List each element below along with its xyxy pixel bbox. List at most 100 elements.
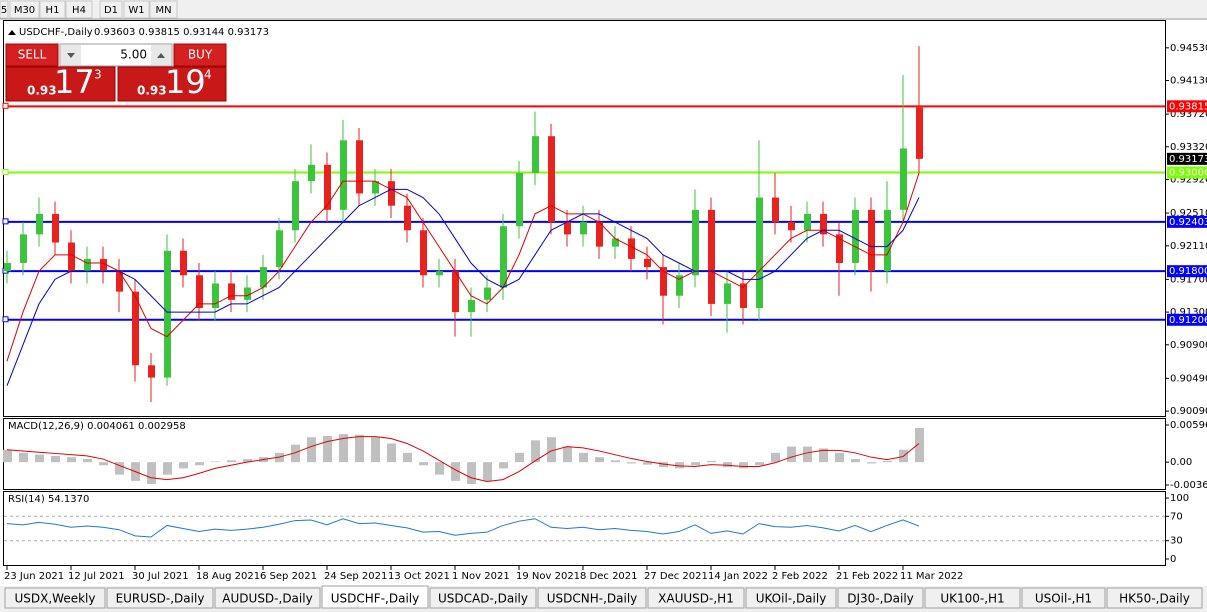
macd-bar bbox=[483, 462, 492, 481]
x-tick-label: 27 Dec 2021 bbox=[644, 571, 708, 582]
trade-panel: SELL 5.00 BUY 0.93 17 3 0.93 19 4 bbox=[5, 43, 227, 102]
candle-body bbox=[516, 173, 523, 227]
tab[interactable] bbox=[214, 587, 321, 609]
last-price-label: 0.93173 bbox=[1169, 154, 1207, 165]
candle-body bbox=[308, 164, 315, 182]
tab-label: XAUUSD-,H1 bbox=[658, 592, 734, 606]
moving-average bbox=[6, 188, 920, 386]
level-handle[interactable] bbox=[2, 102, 9, 109]
tab[interactable] bbox=[4, 587, 106, 609]
x-tick-label: 11 Mar 2022 bbox=[900, 571, 963, 582]
sell-price-box[interactable] bbox=[5, 66, 116, 102]
tab[interactable] bbox=[745, 587, 837, 609]
level-label-bg bbox=[1167, 265, 1207, 278]
level-handle[interactable] bbox=[2, 316, 9, 323]
sell-button[interactable] bbox=[5, 43, 59, 67]
volume-box[interactable] bbox=[59, 43, 173, 67]
macd-bar bbox=[867, 462, 876, 464]
candle-body bbox=[4, 263, 11, 272]
candle-body bbox=[68, 242, 75, 272]
candle-body bbox=[292, 181, 299, 231]
macd-bar bbox=[835, 452, 844, 463]
candle-body bbox=[404, 205, 411, 231]
tab[interactable] bbox=[1021, 587, 1106, 609]
y-tick-label: 30 bbox=[1170, 536, 1183, 547]
tab[interactable] bbox=[647, 587, 745, 609]
macd-bar bbox=[883, 460, 892, 463]
timeframe-button[interactable] bbox=[9, 0, 40, 19]
sell-price-small: 3 bbox=[94, 68, 102, 82]
timeframe-button[interactable] bbox=[149, 0, 178, 19]
tab[interactable] bbox=[106, 587, 214, 609]
tab[interactable] bbox=[321, 585, 429, 609]
level-handle[interactable] bbox=[2, 218, 9, 225]
x-tick-label: 12 Jul 2021 bbox=[68, 571, 125, 582]
tab-label: UK100-,H1 bbox=[940, 592, 1004, 606]
macd-bar bbox=[547, 437, 556, 463]
timeframe-label: H4 bbox=[72, 5, 86, 16]
macd-bar bbox=[659, 462, 668, 468]
candle-body bbox=[324, 164, 331, 210]
y-tick-label: 70 bbox=[1170, 511, 1183, 522]
tab[interactable] bbox=[924, 587, 1021, 609]
candle-body bbox=[356, 140, 363, 194]
timeframe-button[interactable] bbox=[0, 0, 9, 19]
x-tick-label: 21 Feb 2022 bbox=[836, 571, 898, 582]
candle-body bbox=[580, 222, 587, 235]
collapse-icon[interactable] bbox=[8, 30, 16, 35]
tab[interactable] bbox=[429, 587, 537, 609]
level-label: 0.92403 bbox=[1169, 217, 1207, 228]
tab-label: USDCAD-,Daily bbox=[438, 592, 528, 606]
buy-price-main: 19 bbox=[165, 63, 206, 101]
x-tick-label: 6 Sep 2021 bbox=[260, 571, 317, 582]
candle-body bbox=[676, 275, 683, 296]
candle-body bbox=[340, 140, 347, 210]
macd-bar bbox=[147, 462, 156, 484]
macd-bar bbox=[787, 446, 796, 463]
macd-bar bbox=[499, 462, 508, 469]
candle-body bbox=[20, 234, 27, 263]
timeframe-button[interactable] bbox=[39, 0, 66, 19]
candle-body bbox=[612, 238, 619, 247]
macd-bar bbox=[195, 462, 204, 466]
candle-body bbox=[276, 230, 283, 268]
buy-price-box[interactable] bbox=[117, 66, 227, 102]
y-tick-label: 100 bbox=[1170, 493, 1189, 504]
x-tick-label: 23 Jun 2021 bbox=[4, 571, 64, 582]
macd-bar bbox=[611, 460, 620, 463]
candle-body bbox=[884, 209, 891, 272]
macd-bar bbox=[915, 427, 924, 463]
up-arrow bbox=[157, 53, 165, 58]
timeframe-button[interactable] bbox=[65, 0, 93, 19]
candle-body bbox=[244, 287, 251, 300]
macd-bar bbox=[851, 459, 860, 463]
level-label-bg bbox=[1167, 215, 1207, 228]
x-tick-label: 13 Oct 2021 bbox=[388, 571, 450, 582]
macd-bar bbox=[723, 462, 732, 468]
timeframe-button[interactable] bbox=[123, 0, 150, 19]
timeframe-label: H1 bbox=[46, 5, 60, 16]
tab[interactable] bbox=[537, 587, 647, 609]
candle-body bbox=[852, 209, 859, 263]
tab[interactable] bbox=[1106, 587, 1203, 609]
timeframe-button[interactable] bbox=[99, 0, 123, 19]
macd-bar bbox=[179, 462, 188, 469]
macd-bar bbox=[371, 437, 380, 463]
x-tick-label: 1 Nov 2021 bbox=[452, 571, 510, 582]
level-label: 0.91800 bbox=[1169, 266, 1207, 277]
y-tick-label: 0 bbox=[1170, 554, 1176, 565]
tab[interactable] bbox=[837, 587, 924, 609]
candle-body bbox=[916, 107, 923, 159]
rsi-line bbox=[6, 518, 920, 538]
y-tick-label: -0.003664 bbox=[1170, 480, 1207, 491]
candle-body bbox=[596, 222, 603, 247]
level-handle[interactable] bbox=[2, 169, 9, 176]
macd-bar bbox=[115, 462, 124, 475]
macd-bar bbox=[403, 452, 412, 463]
buy-button[interactable] bbox=[173, 43, 227, 67]
